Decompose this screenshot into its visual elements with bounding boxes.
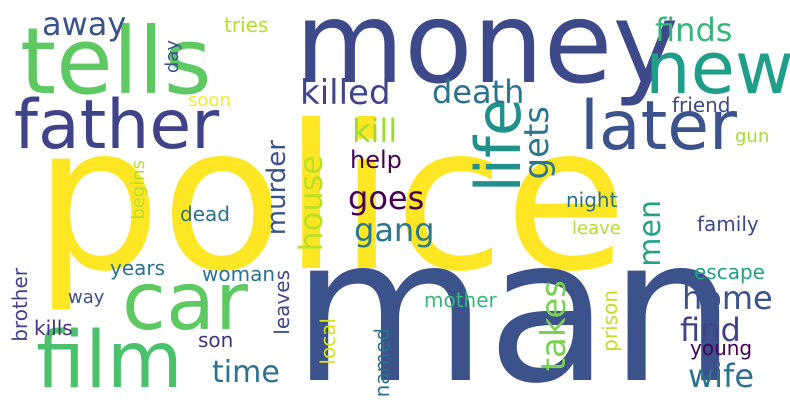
word-father: father: [14, 86, 220, 165]
word-years: years: [110, 256, 166, 280]
word-kill: kill: [352, 112, 398, 150]
word-goes: goes: [348, 179, 425, 217]
word-money: money: [295, 0, 679, 109]
word-later: later: [580, 87, 738, 166]
word-find: find: [680, 311, 741, 349]
word-escape: escape: [694, 260, 765, 284]
word-night: night: [566, 188, 618, 212]
word-gets: gets: [517, 106, 557, 180]
word-family: family: [697, 212, 759, 236]
word-woman: woman: [202, 262, 276, 286]
word-car: car: [122, 255, 248, 348]
word-away: away: [42, 5, 127, 43]
word-leave: leave: [572, 218, 621, 239]
word-gun: gun: [735, 126, 770, 147]
word-men: men: [633, 200, 668, 267]
word-day: day: [162, 40, 183, 74]
word-brother: brother: [8, 268, 32, 342]
word-film: film: [36, 316, 183, 405]
word-mother: mother: [424, 288, 497, 312]
word-prison: prison: [598, 290, 622, 352]
word-man: man: [292, 195, 737, 405]
word-way: way: [68, 287, 105, 308]
word-tells: tells: [20, 8, 212, 115]
word-young: young: [690, 336, 753, 360]
word-killed: killed: [300, 73, 391, 113]
word-wife: wife: [688, 357, 755, 395]
word-help: help: [350, 146, 402, 174]
word-new: new: [645, 26, 790, 110]
word-police: police: [34, 83, 628, 316]
word-soon: soon: [188, 90, 231, 111]
word-finds: finds: [655, 11, 733, 49]
word-named: named: [370, 328, 394, 398]
word-tries: tries: [224, 13, 269, 37]
word-friend: friend: [672, 93, 731, 117]
word-takes: takes: [534, 280, 574, 372]
word-kills: kills: [34, 316, 73, 340]
word-house: house: [292, 155, 330, 252]
word-time: time: [212, 355, 280, 390]
word-death: death: [432, 73, 525, 111]
word-son: son: [198, 328, 234, 352]
word-home: home: [682, 279, 773, 317]
word-gang: gang: [354, 211, 435, 249]
word-leaves: leaves: [270, 270, 294, 335]
word-dead: dead: [180, 202, 230, 226]
word-murder: murder: [262, 140, 292, 236]
word-local: local: [316, 318, 340, 365]
word-begins: begins: [128, 160, 149, 220]
